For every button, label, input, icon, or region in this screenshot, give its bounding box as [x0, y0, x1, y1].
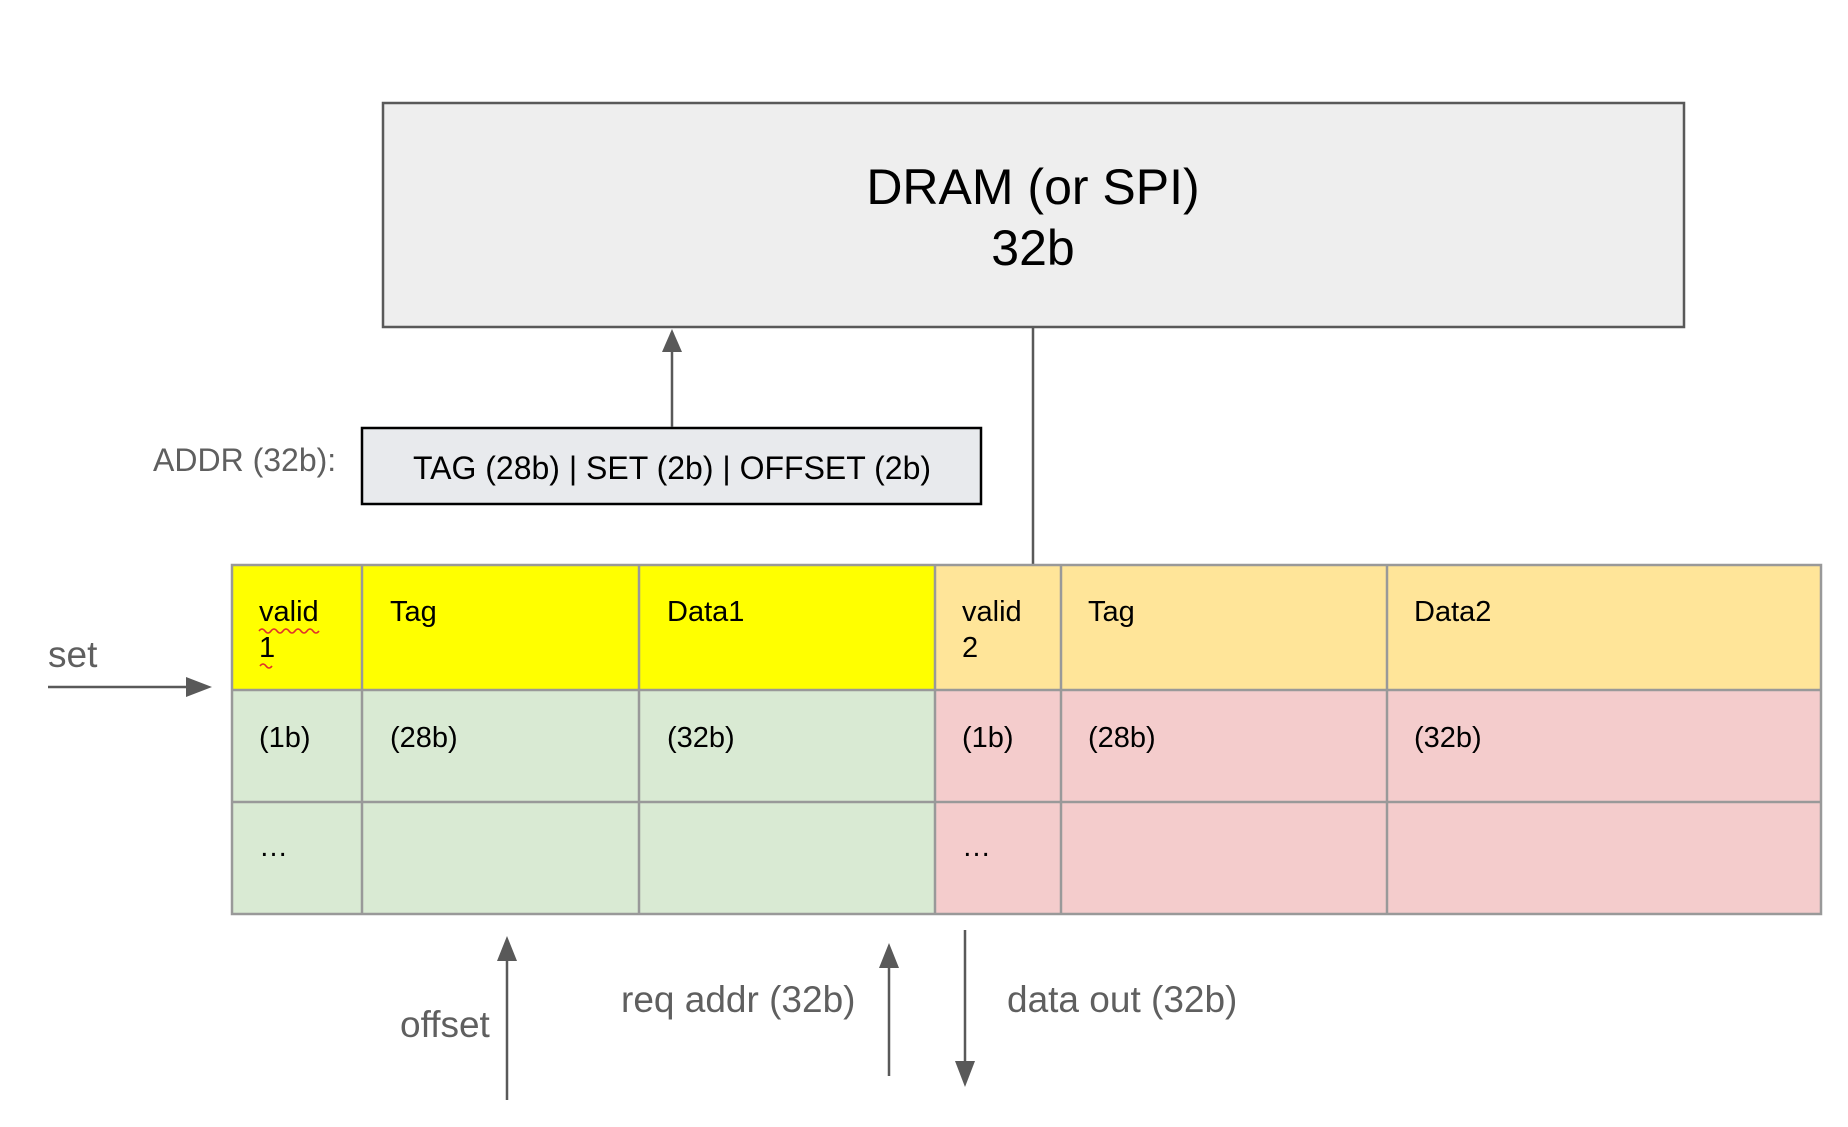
data-out-arrowhead — [955, 1061, 975, 1087]
way1-data-header-cell — [639, 565, 935, 690]
way2-tag-bits: (28b) — [1088, 722, 1156, 754]
way2-tag-cell-2 — [1061, 802, 1387, 914]
set-label: set — [48, 634, 98, 675]
req-addr-arrowhead — [879, 943, 899, 968]
way1-data-cell-2 — [639, 802, 935, 914]
way2-valid-cell — [935, 690, 1061, 802]
offset-signal: offset — [400, 936, 517, 1100]
way1-valid-cell-2 — [232, 802, 362, 914]
way1-tag-label: Tag — [390, 596, 437, 628]
data-out-signal: data out (32b) — [955, 930, 1237, 1087]
way2-tag-cell — [1061, 690, 1387, 802]
way1-tag-cell-2 — [362, 802, 639, 914]
dram-width: 32b — [991, 220, 1074, 276]
way2-tag-header-cell — [1061, 565, 1387, 690]
req-addr-label: req addr (32b) — [621, 979, 855, 1020]
way1-valid-label: valid — [259, 596, 319, 628]
way2-data-label: Data2 — [1414, 596, 1491, 628]
addr-label: ADDR (32b): — [153, 442, 336, 478]
way1-ellipsis: … — [259, 831, 288, 863]
way2-data-cell — [1387, 690, 1821, 802]
way2-ellipsis: … — [962, 831, 991, 863]
way2-data-bits: (32b) — [1414, 722, 1482, 754]
way2-valid-header-cell — [935, 565, 1061, 690]
way1-data-cell — [639, 690, 935, 802]
data-out-label: data out (32b) — [1007, 979, 1237, 1020]
address-format: ADDR (32b): TAG (28b) | SET (2b) | OFFSE… — [153, 426, 983, 506]
way1-valid-header-cell — [232, 565, 362, 690]
req-addr-signal: req addr (32b) — [621, 943, 899, 1076]
way2-valid-cell-2 — [935, 802, 1061, 914]
spellcheck-underline-icon — [258, 628, 320, 634]
way2-data-header-cell — [1387, 565, 1821, 690]
way1-data-bits: (32b) — [667, 722, 735, 754]
way2-valid-bits: (1b) — [962, 722, 1014, 754]
dram-block: DRAM (or SPI) 32b — [381, 101, 1686, 329]
way1-valid-index: 1 — [259, 632, 275, 664]
addr-fields: TAG (28b) | SET (2b) | OFFSET (2b) — [413, 450, 931, 486]
spellcheck-underline-icon-2 — [259, 663, 273, 669]
way1-valid-cell — [232, 690, 362, 802]
dram-title: DRAM (or SPI) — [866, 159, 1199, 215]
dram-box — [381, 101, 1686, 329]
cache-table: valid 1 Tag Data1 valid 2 Tag Data2 (1b)… — [230, 563, 1823, 916]
set-arrowhead — [186, 677, 212, 697]
way2-valid-label: valid — [962, 596, 1022, 628]
set-signal: set — [48, 634, 212, 697]
table-grid — [230, 563, 1823, 916]
way1-tag-bits: (28b) — [390, 722, 458, 754]
way1-tag-cell — [362, 690, 639, 802]
offset-arrowhead — [497, 936, 517, 961]
way1-data-label: Data1 — [667, 596, 744, 628]
way2-tag-label: Tag — [1088, 596, 1135, 628]
way2-data-cell-2 — [1387, 802, 1821, 914]
addr-box — [360, 426, 983, 506]
way1-tag-header-cell — [362, 565, 639, 690]
addr-to-dram-arrowhead — [662, 329, 682, 352]
way1-valid-bits: (1b) — [259, 722, 311, 754]
offset-label: offset — [400, 1004, 491, 1045]
way2-valid-index: 2 — [962, 632, 978, 664]
